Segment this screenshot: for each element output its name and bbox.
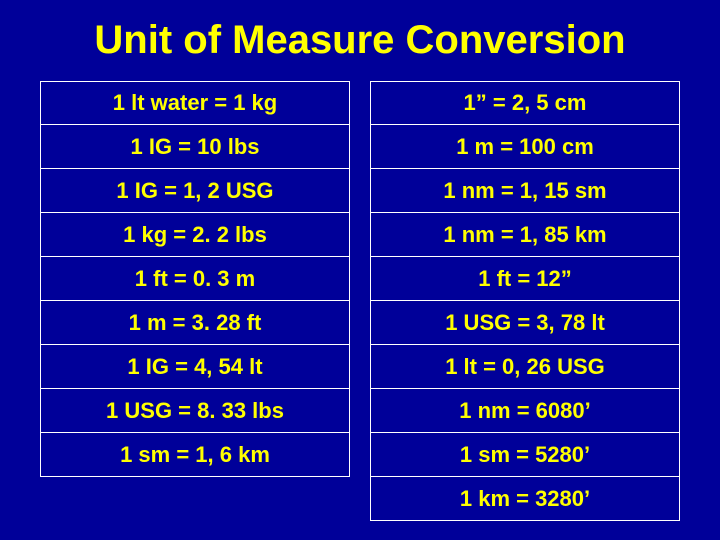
conversion-cell: 1” = 2, 5 cm — [370, 81, 680, 125]
conversion-cell: 1 ft = 0. 3 m — [40, 257, 350, 301]
right-column: 1” = 2, 5 cm 1 m = 100 cm 1 nm = 1, 15 s… — [370, 81, 680, 521]
conversion-cell: 1 nm = 1, 85 km — [370, 213, 680, 257]
conversion-cell: 1 lt = 0, 26 USG — [370, 345, 680, 389]
conversion-cell: 1 kg = 2. 2 lbs — [40, 213, 350, 257]
conversion-cell: 1 km = 3280’ — [370, 477, 680, 521]
conversion-cell: 1 USG = 8. 33 lbs — [40, 389, 350, 433]
conversion-cell: 1 ft = 12” — [370, 257, 680, 301]
conversion-cell: 1 sm = 5280’ — [370, 433, 680, 477]
conversion-cell: 1 IG = 4, 54 lt — [40, 345, 350, 389]
conversion-cell: 1 nm = 6080’ — [370, 389, 680, 433]
conversion-cell: 1 USG = 3, 78 lt — [370, 301, 680, 345]
conversion-cell: 1 IG = 1, 2 USG — [40, 169, 350, 213]
conversion-cell: 1 IG = 10 lbs — [40, 125, 350, 169]
conversion-cell: 1 lt water = 1 kg — [40, 81, 350, 125]
conversion-columns: 1 lt water = 1 kg 1 IG = 10 lbs 1 IG = 1… — [30, 81, 690, 521]
conversion-cell: 1 nm = 1, 15 sm — [370, 169, 680, 213]
conversion-cell: 1 m = 3. 28 ft — [40, 301, 350, 345]
slide: Unit of Measure Conversion 1 lt water = … — [0, 0, 720, 540]
slide-title: Unit of Measure Conversion — [30, 18, 690, 63]
left-column: 1 lt water = 1 kg 1 IG = 10 lbs 1 IG = 1… — [40, 81, 350, 521]
conversion-cell: 1 m = 100 cm — [370, 125, 680, 169]
conversion-cell: 1 sm = 1, 6 km — [40, 433, 350, 477]
